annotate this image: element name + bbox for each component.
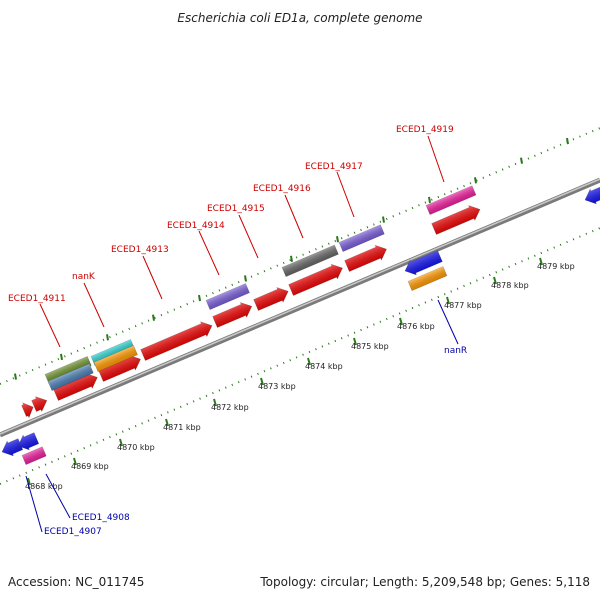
major-tick xyxy=(73,457,77,466)
forward-gene-label: ECED1_4917 xyxy=(305,162,363,172)
gene-cds-arrow[interactable] xyxy=(31,393,50,413)
label-leader-line xyxy=(45,473,71,519)
reverse-gene-label: nanR xyxy=(444,346,467,356)
major-tick xyxy=(353,337,357,346)
gene-cds-arrow[interactable] xyxy=(431,202,483,236)
gene-bar-orange-reverse[interactable] xyxy=(407,266,448,291)
forward-tick xyxy=(474,177,477,184)
gene-bar-purple[interactable] xyxy=(205,283,250,310)
tick-label: 4878 kbp xyxy=(491,281,529,290)
major-tick xyxy=(213,398,217,407)
forward-tick xyxy=(60,353,63,361)
tick-label: 4874 kbp xyxy=(305,362,343,371)
map-title: Escherichia coli ED1a, complete genome xyxy=(177,11,422,25)
forward-gene-label: ECED1_4911 xyxy=(8,294,66,304)
forward-tick xyxy=(152,314,155,321)
tick-label: 4871 kbp xyxy=(163,423,201,432)
forward-tick xyxy=(290,255,293,262)
gene-cds-arrow[interactable] xyxy=(212,299,255,329)
gene-cds-arrow[interactable] xyxy=(21,400,36,419)
major-tick xyxy=(399,317,403,326)
forward-gene-label: nanK xyxy=(72,272,96,282)
gene-labels: ECED1_4911 nanK ECED1_4913 ECED1_4914 ECED1_… xyxy=(8,125,467,537)
gene-reverse-arrow[interactable] xyxy=(402,249,443,279)
gene-bar-steelblue[interactable] xyxy=(47,363,94,391)
forward-tick xyxy=(566,137,569,145)
gene-cds-arrow[interactable] xyxy=(140,318,215,362)
label-leader-line xyxy=(39,303,61,348)
accession-text: Accession: NC_011745 xyxy=(8,575,144,589)
gene-reverse-arrow[interactable] xyxy=(582,185,600,208)
scale-ticks: 4868 kbp 4869 kbp 4870 kbp 4871 kbp 4872 kbp… xyxy=(14,137,575,491)
tick-label: 4869 kbp xyxy=(71,462,109,471)
forward-tick xyxy=(14,373,17,380)
major-tick xyxy=(307,357,311,366)
gene-bar-orange[interactable] xyxy=(93,345,138,372)
gene-reverse-arrow[interactable] xyxy=(0,437,24,460)
tick-label: 4870 kbp xyxy=(117,443,155,452)
tick-label: 4868 kbp xyxy=(25,482,63,491)
gene-bar-gray[interactable] xyxy=(281,244,339,277)
tick-label: 4872 kbp xyxy=(211,403,249,412)
reverse-gene-label: ECED1_4907 xyxy=(44,527,102,537)
tick-label: 4876 kbp xyxy=(397,322,435,331)
label-leader-line xyxy=(336,171,355,218)
major-tick xyxy=(493,276,497,285)
gene-cds-arrow[interactable] xyxy=(253,284,291,312)
label-leader-line xyxy=(83,282,105,328)
forward-gene-label: ECED1_4919 xyxy=(396,125,454,135)
major-tick xyxy=(119,438,123,447)
label-leader-line xyxy=(198,230,220,276)
forward-gene-label: ECED1_4914 xyxy=(167,221,225,231)
genome-backbone xyxy=(0,177,600,438)
forward-gene-label: ECED1_4916 xyxy=(253,184,311,194)
major-tick xyxy=(539,257,543,266)
gene-features xyxy=(0,185,600,465)
label-leader-line xyxy=(284,194,304,239)
forward-gene-label: ECED1_4913 xyxy=(111,245,169,255)
label-leader-line xyxy=(25,475,43,533)
forward-tick xyxy=(428,196,431,204)
label-leader-line xyxy=(142,255,163,300)
forward-tick xyxy=(244,275,247,282)
major-tick xyxy=(165,418,169,427)
forward-tick xyxy=(106,334,109,341)
label-leader-line xyxy=(427,135,445,183)
forward-gene-label: ECED1_4915 xyxy=(207,204,265,214)
forward-scale-line xyxy=(0,127,600,385)
tick-label: 4873 kbp xyxy=(258,382,296,391)
forward-tick xyxy=(336,236,339,243)
gene-bar-magenta[interactable] xyxy=(425,185,477,215)
tick-label: 4875 kbp xyxy=(351,342,389,351)
gene-reverse-arrow[interactable] xyxy=(15,431,40,454)
gene-cds-arrow[interactable] xyxy=(344,242,390,274)
label-leader-line xyxy=(238,214,259,259)
major-tick xyxy=(27,477,31,486)
tick-label: 4877 kbp xyxy=(444,301,482,310)
topology-text: Topology: circular; Length: 5,209,548 bp… xyxy=(259,575,590,589)
reverse-gene-label: ECED1_4908 xyxy=(72,513,130,523)
major-tick xyxy=(446,296,450,305)
label-leader-line xyxy=(437,299,459,345)
forward-tick xyxy=(198,294,201,302)
gene-bar-magenta-reverse[interactable] xyxy=(21,446,47,465)
tick-label: 4879 kbp xyxy=(537,262,575,271)
forward-tick xyxy=(520,157,523,164)
major-tick xyxy=(260,377,264,386)
gene-bar-purple[interactable] xyxy=(338,224,385,252)
forward-tick xyxy=(382,216,385,223)
gene-cds-arrow[interactable] xyxy=(288,261,346,298)
